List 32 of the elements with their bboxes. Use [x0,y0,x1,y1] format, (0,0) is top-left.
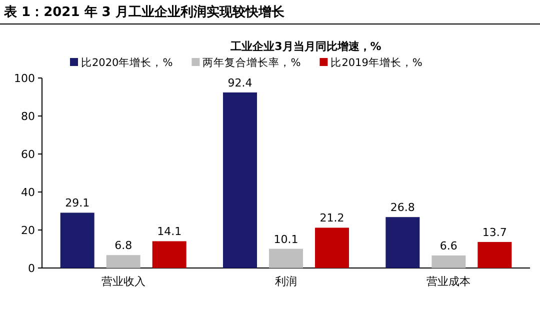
chart-title: 表 1：2021 年 3 月工业企业利润实现较快增长 [3,4,286,20]
y-tick-label: 20 [21,224,35,237]
bar [432,255,466,268]
data-label: 14.1 [157,225,182,238]
data-label: 92.4 [228,76,252,90]
bar [478,242,512,268]
bar [269,248,303,268]
bar [106,255,140,268]
data-label: 29.1 [65,196,90,210]
data-label: 6.8 [114,239,132,252]
bar [152,241,186,268]
legend-label: 两年复合增长率，% [202,56,301,69]
y-tick-label: 60 [21,148,35,161]
data-label: 21.2 [320,212,344,225]
y-tick-label: 100 [14,72,35,85]
legend-label: 比2020年增长，% [81,56,173,69]
x-tick-label: 营业收入 [101,275,146,288]
x-tick-label: 利润 [275,275,297,288]
data-label: 10.1 [274,232,298,246]
bar [60,212,94,268]
bar [386,217,420,268]
data-label: 6.6 [440,239,458,252]
legend-label: 比2019年增长，% [330,56,422,69]
data-label: 26.8 [390,201,415,214]
x-tick-label: 营业成本 [426,275,471,288]
y-tick-label: 0 [28,262,35,275]
bar [315,228,349,268]
bar [223,92,257,268]
y-tick-label: 80 [21,110,35,123]
y-tick-label: 40 [21,186,35,199]
data-label: 13.7 [482,226,507,239]
chart-subtitle: 工业企业3月当月同比增速，% [230,40,382,53]
